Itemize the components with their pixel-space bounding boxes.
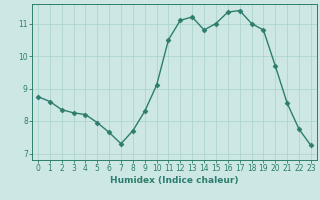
X-axis label: Humidex (Indice chaleur): Humidex (Indice chaleur): [110, 176, 239, 185]
